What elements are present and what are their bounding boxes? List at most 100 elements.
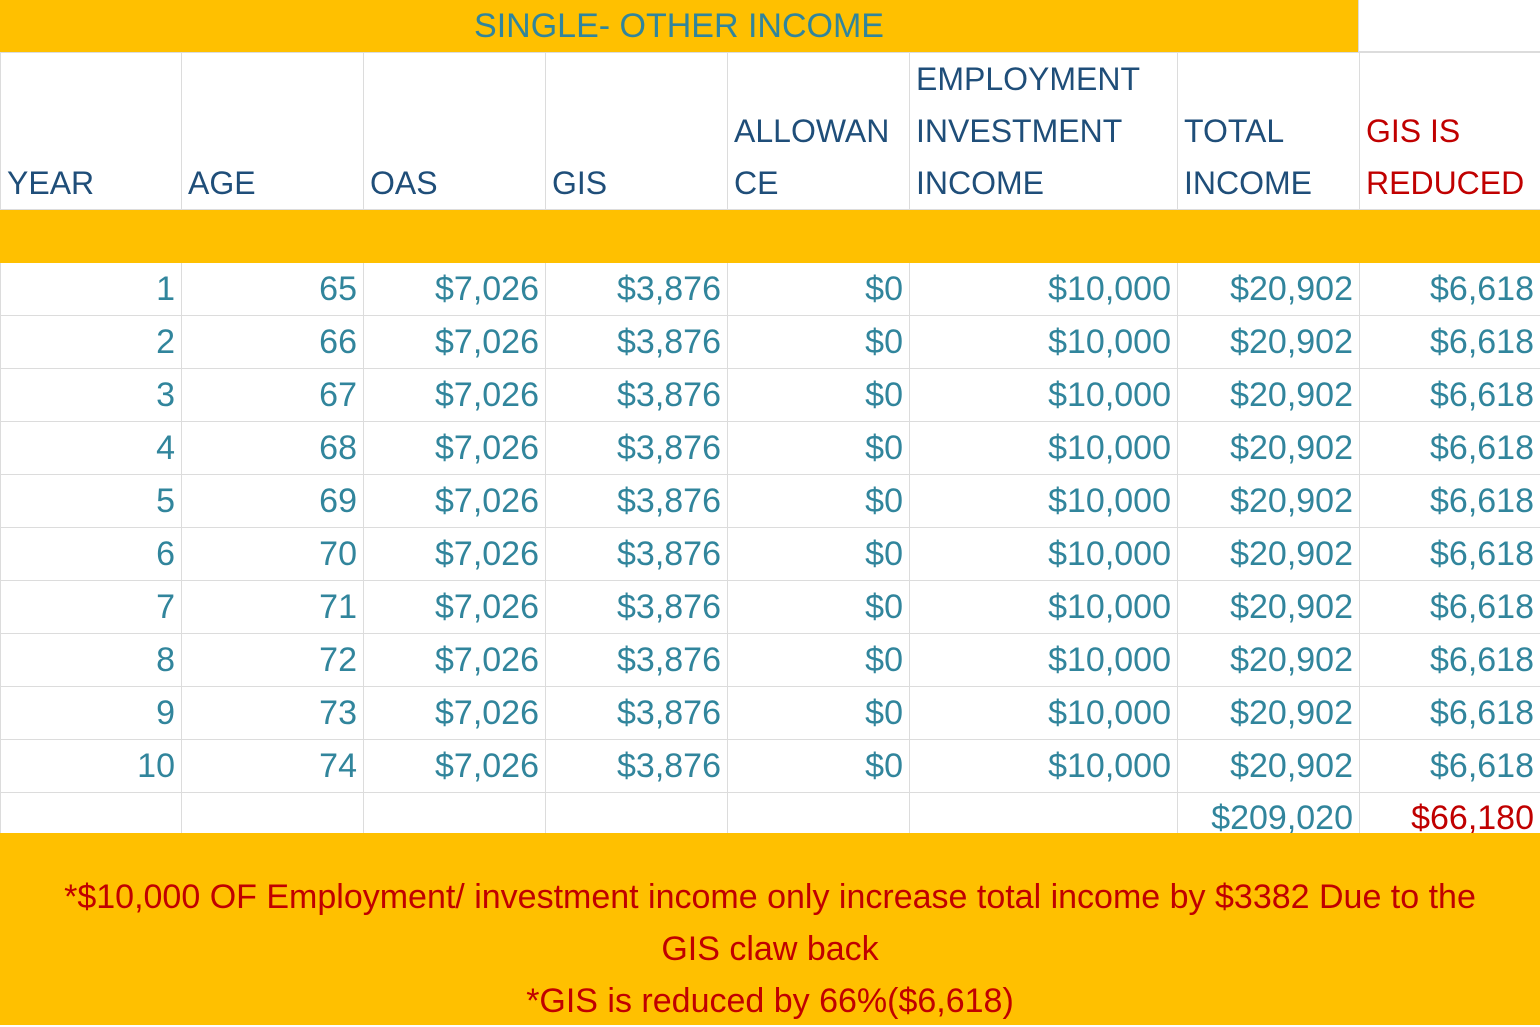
cell-total[interactable]: $20,902 [1178, 369, 1360, 422]
cell-employment[interactable]: $10,000 [910, 422, 1178, 475]
cell-total[interactable]: $20,902 [1178, 316, 1360, 369]
cell-total[interactable]: $20,902 [1178, 475, 1360, 528]
cell-oas[interactable]: $7,026 [364, 316, 546, 369]
cell-employment[interactable]: $10,000 [910, 687, 1178, 740]
cell-allowance[interactable]: $0 [728, 369, 910, 422]
header-oas[interactable]: OAS [364, 53, 546, 210]
note-line-2: GIS claw back [0, 923, 1540, 975]
cell-oas[interactable]: $7,026 [364, 687, 546, 740]
cell-total[interactable]: $20,902 [1178, 581, 1360, 634]
cell-oas[interactable]: $7,026 [364, 369, 546, 422]
cell-gis-reduced[interactable]: $6,618 [1360, 316, 1540, 369]
note-line-3: *GIS is reduced by 66%($6,618) [0, 975, 1540, 1027]
cell-year[interactable]: 3 [1, 369, 182, 422]
income-table: YEAR AGE OAS GIS ALLOWAN CE EMPLOYMENT I… [0, 52, 1540, 845]
cell-gis[interactable]: $3,876 [546, 740, 728, 793]
cell-age[interactable]: 69 [182, 475, 364, 528]
cell-year[interactable]: 2 [1, 316, 182, 369]
cell-gis-reduced[interactable]: $6,618 [1360, 740, 1540, 793]
cell-gis-reduced[interactable]: $6,618 [1360, 475, 1540, 528]
cell-age[interactable]: 74 [182, 740, 364, 793]
cell-gis[interactable]: $3,876 [546, 687, 728, 740]
cell-year[interactable]: 9 [1, 687, 182, 740]
cell-oas[interactable]: $7,026 [364, 740, 546, 793]
cell-age[interactable]: 68 [182, 422, 364, 475]
header-gis[interactable]: GIS [546, 53, 728, 210]
cell-allowance[interactable]: $0 [728, 634, 910, 687]
header-employment-investment-income[interactable]: EMPLOYMENT INVESTMENT INCOME [910, 53, 1178, 210]
cell-allowance[interactable]: $0 [728, 687, 910, 740]
cell-allowance[interactable]: $0 [728, 316, 910, 369]
cell-total[interactable]: $20,902 [1178, 422, 1360, 475]
cell-gis-reduced[interactable]: $6,618 [1360, 263, 1540, 316]
cell-oas[interactable]: $7,026 [364, 581, 546, 634]
header-year[interactable]: YEAR [1, 53, 182, 210]
cell-age[interactable]: 73 [182, 687, 364, 740]
cell-gis[interactable]: $3,876 [546, 581, 728, 634]
cell-gis[interactable]: $3,876 [546, 369, 728, 422]
cell-allowance[interactable]: $0 [728, 740, 910, 793]
cell-gis-reduced[interactable]: $6,618 [1360, 581, 1540, 634]
cell-employment[interactable]: $10,000 [910, 581, 1178, 634]
cell-gis[interactable]: $3,876 [546, 475, 728, 528]
cell-gis-reduced[interactable]: $6,618 [1360, 528, 1540, 581]
cell-total[interactable]: $20,902 [1178, 263, 1360, 316]
cell-year[interactable]: 8 [1, 634, 182, 687]
header-gis-is-reduced[interactable]: GIS IS REDUCED [1360, 53, 1540, 210]
cell-gis[interactable]: $3,876 [546, 634, 728, 687]
note-line-1: *$10,000 OF Employment/ investment incom… [0, 871, 1540, 923]
cell-oas[interactable]: $7,026 [364, 263, 546, 316]
cell-age[interactable]: 70 [182, 528, 364, 581]
cell-oas[interactable]: $7,026 [364, 422, 546, 475]
cell-total[interactable]: $20,902 [1178, 528, 1360, 581]
cell-gis[interactable]: $3,876 [546, 263, 728, 316]
header-age[interactable]: AGE [182, 53, 364, 210]
cell-oas[interactable]: $7,026 [364, 528, 546, 581]
cell-oas[interactable]: $7,026 [364, 634, 546, 687]
cell-age[interactable]: 67 [182, 369, 364, 422]
cell-gis[interactable]: $3,876 [546, 316, 728, 369]
cell-employment[interactable]: $10,000 [910, 263, 1178, 316]
cell-employment[interactable]: $10,000 [910, 369, 1178, 422]
cell-gis-reduced[interactable]: $6,618 [1360, 687, 1540, 740]
cell-total[interactable]: $20,902 [1178, 687, 1360, 740]
cell-age[interactable]: 72 [182, 634, 364, 687]
cell-year[interactable]: 7 [1, 581, 182, 634]
cell-age[interactable]: 65 [182, 263, 364, 316]
header-total-income[interactable]: TOTAL INCOME [1178, 53, 1360, 210]
cell-employment[interactable]: $10,000 [910, 740, 1178, 793]
spacer-row [1, 210, 1540, 263]
cell-year[interactable]: 1 [1, 263, 182, 316]
cell-allowance[interactable]: $0 [728, 422, 910, 475]
cell-employment[interactable]: $10,000 [910, 528, 1178, 581]
cell-year[interactable]: 10 [1, 740, 182, 793]
cell-year[interactable]: 5 [1, 475, 182, 528]
cell-gis-reduced[interactable]: $6,618 [1360, 369, 1540, 422]
cell-total[interactable]: $20,902 [1178, 634, 1360, 687]
cell-year[interactable]: 6 [1, 528, 182, 581]
cell-allowance[interactable]: $0 [728, 581, 910, 634]
cell-total[interactable]: $20,902 [1178, 740, 1360, 793]
cell-employment[interactable]: $10,000 [910, 634, 1178, 687]
cell-allowance[interactable]: $0 [728, 475, 910, 528]
cell-allowance[interactable]: $0 [728, 528, 910, 581]
cell-employment[interactable]: $10,000 [910, 475, 1178, 528]
cell-age[interactable]: 66 [182, 316, 364, 369]
cell-gis[interactable]: $3,876 [546, 422, 728, 475]
header-allowance[interactable]: ALLOWAN CE [728, 53, 910, 210]
cell-allowance[interactable]: $0 [728, 263, 910, 316]
cell-year[interactable]: 4 [1, 422, 182, 475]
cell-oas[interactable]: $7,026 [364, 475, 546, 528]
title-corner-cell[interactable] [1358, 0, 1540, 52]
cell-gis[interactable]: $3,876 [546, 528, 728, 581]
cell-employment[interactable]: $10,000 [910, 316, 1178, 369]
cell-gis-reduced[interactable]: $6,618 [1360, 422, 1540, 475]
cell-gis-reduced[interactable]: $6,618 [1360, 634, 1540, 687]
cell-age[interactable]: 71 [182, 581, 364, 634]
